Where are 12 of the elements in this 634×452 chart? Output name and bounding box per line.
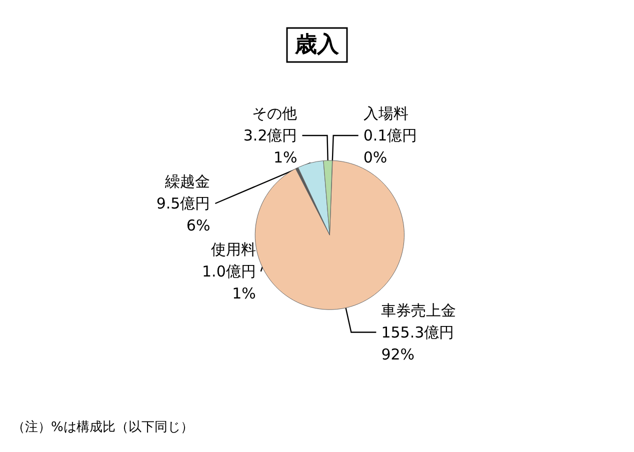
- slice-label: 繰越金: [164, 172, 210, 190]
- data-label: 155.3億円 92%: [381, 323, 454, 364]
- data-label: 1.0億円 1%: [202, 262, 256, 302]
- data-label: 3.2億円 1%: [243, 126, 298, 166]
- chart-title: 歳入: [294, 32, 340, 58]
- slice-label: その他: [252, 104, 298, 122]
- slice-label: 使用料: [210, 240, 256, 258]
- slice-label: 入場料: [363, 104, 408, 123]
- data-label: 0.1億円 0%: [363, 126, 418, 167]
- data-label: 9.5億円 6%: [156, 194, 210, 234]
- slice-label: 車券売上金: [381, 301, 456, 320]
- text: （注）%は構成比（以下同じ）: [12, 420, 194, 435]
